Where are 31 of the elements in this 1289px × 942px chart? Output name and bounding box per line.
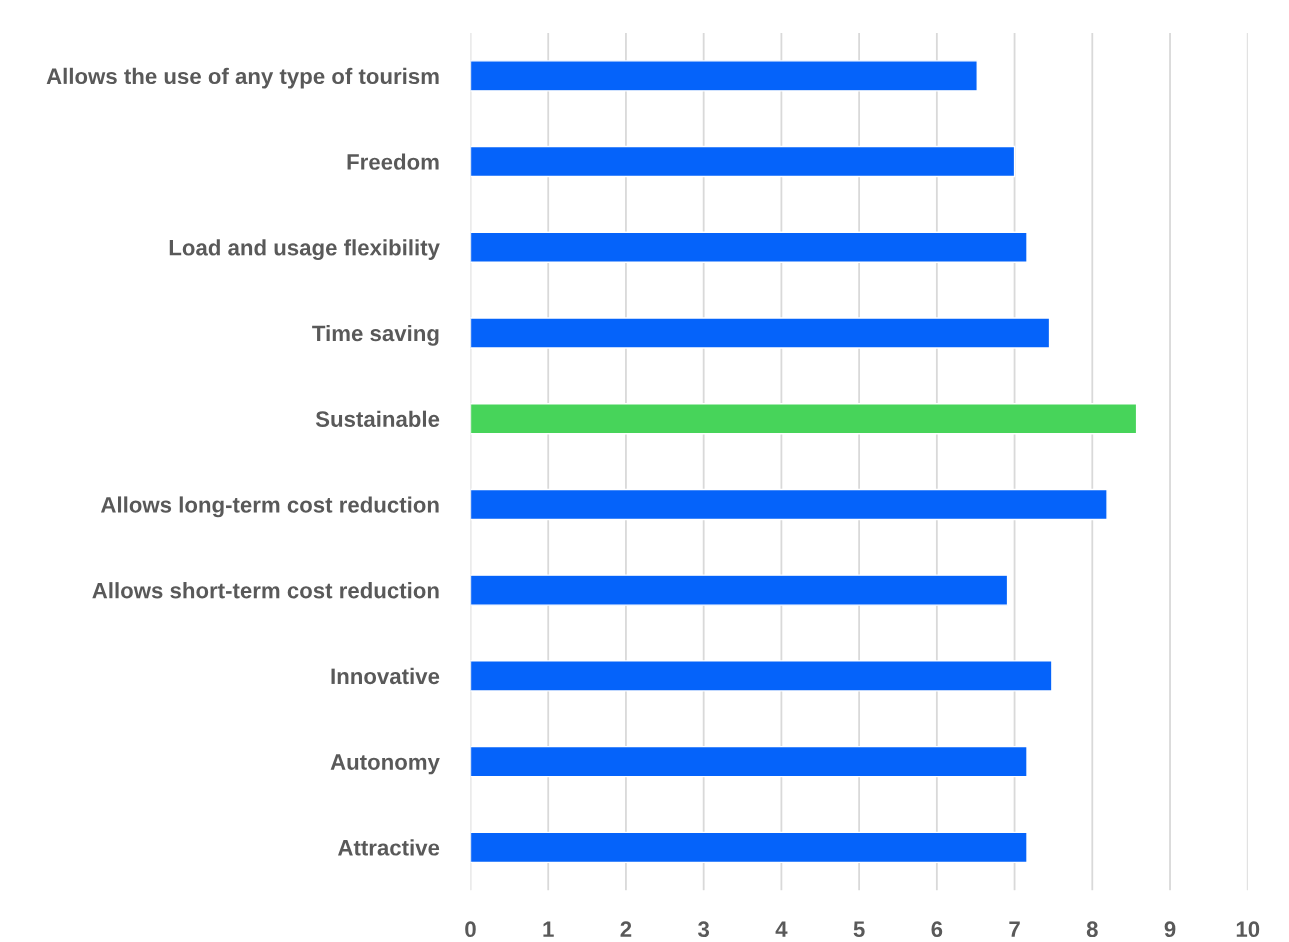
y-tick-label: Allows the use of any type of tourism [46, 67, 439, 89]
bar [470, 488, 1108, 521]
y-tick-label: Sustainable [315, 410, 440, 427]
y-tick-label: Autonomy [330, 754, 440, 775]
x-tick-label: 6 [931, 921, 943, 938]
x-tick-label: 8 [1086, 921, 1098, 938]
x-tick-label: 5 [853, 921, 865, 938]
y-tick-label: Allows short-term cost reduction [92, 582, 439, 599]
bar [470, 403, 1138, 435]
bar [470, 660, 1053, 692]
x-tick-label: 10 [1236, 921, 1260, 938]
y-tick-label: Time saving [312, 324, 439, 346]
y-tick-label: Freedom [347, 153, 439, 170]
bar [470, 60, 978, 92]
y-tick-label: Innovative [331, 667, 440, 685]
y-tick-label: Attractive [337, 839, 440, 856]
bar [470, 145, 1016, 178]
bar [470, 574, 1009, 606]
x-tick-label: 4 [775, 921, 788, 937]
bar [470, 231, 1028, 263]
x-tick-label: 9 [1164, 921, 1176, 938]
y-tick-label: Load and usage flexibility [169, 239, 440, 261]
y-tick-label: Allows long-term cost reduction [100, 496, 439, 518]
bar [470, 317, 1051, 349]
x-tick-label: 2 [620, 921, 632, 937]
x-tick-label: 0 [465, 921, 476, 938]
x-tick-label: 3 [698, 921, 710, 938]
bar [470, 831, 1028, 864]
x-tick-label: 1 [543, 921, 554, 937]
bar [470, 745, 1028, 778]
x-tick-label: 7 [1009, 921, 1020, 937]
